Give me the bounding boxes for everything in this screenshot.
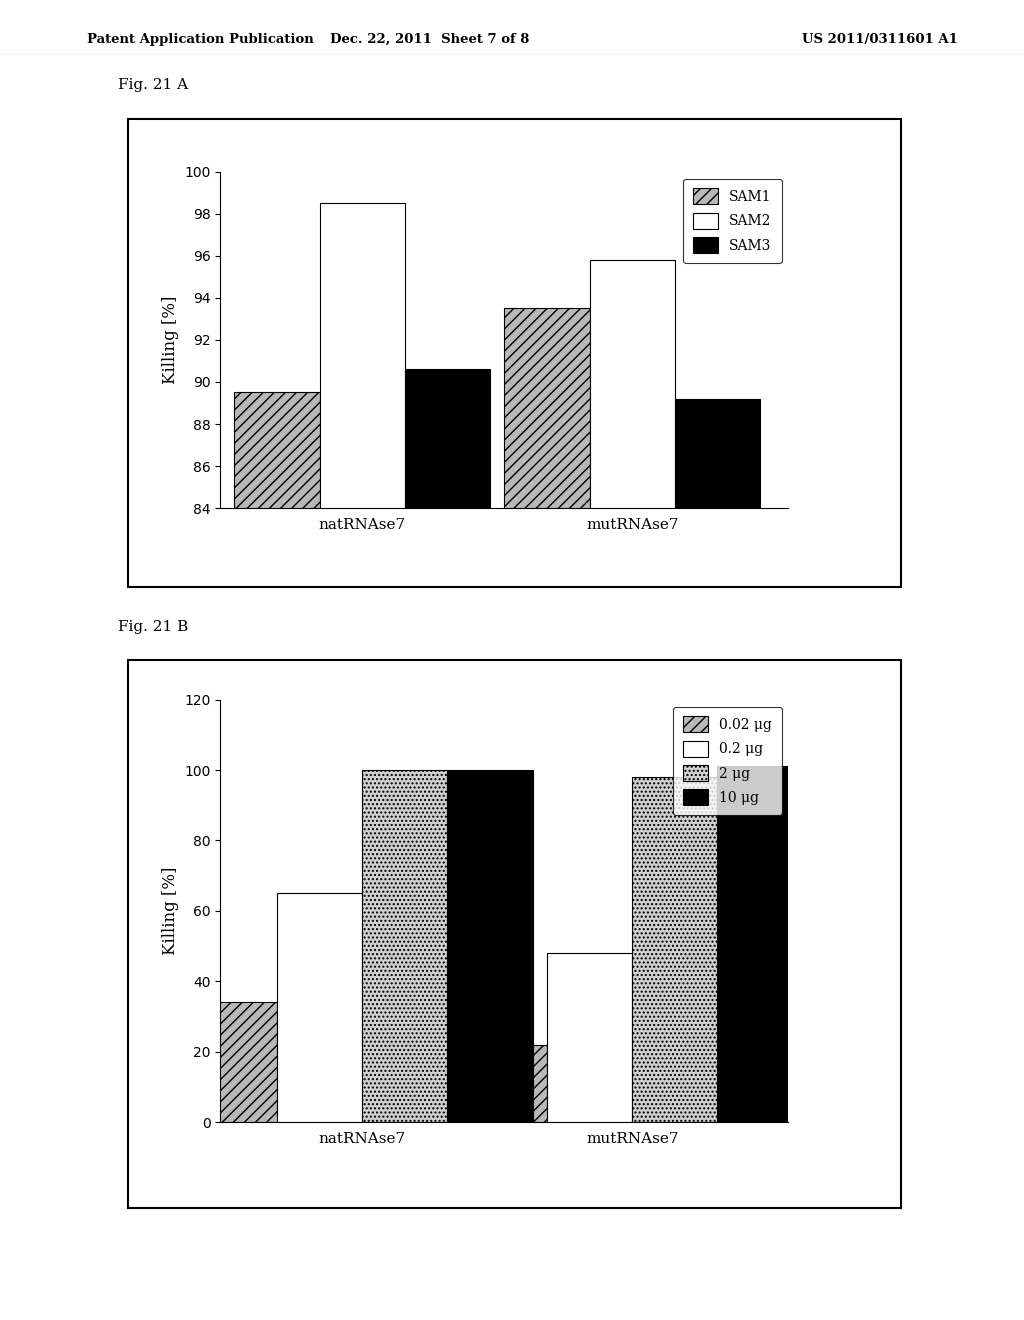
Bar <box>675 399 760 1320</box>
Bar <box>718 767 803 1122</box>
Text: Fig. 21 B: Fig. 21 B <box>118 619 188 634</box>
Text: Dec. 22, 2011  Sheet 7 of 8: Dec. 22, 2011 Sheet 7 of 8 <box>331 33 529 46</box>
Y-axis label: Killing [%]: Killing [%] <box>162 867 178 954</box>
Bar <box>632 777 718 1122</box>
Bar <box>462 1044 547 1122</box>
Bar <box>319 203 404 1320</box>
Bar <box>362 770 447 1122</box>
Bar <box>191 1002 276 1122</box>
Bar <box>447 770 532 1122</box>
Text: Patent Application Publication: Patent Application Publication <box>87 33 313 46</box>
Text: US 2011/0311601 A1: US 2011/0311601 A1 <box>802 33 957 46</box>
Legend: 0.02 μg, 0.2 μg, 2 μg, 10 μg: 0.02 μg, 0.2 μg, 2 μg, 10 μg <box>673 706 781 816</box>
Bar <box>590 260 675 1320</box>
Text: Fig. 21 A: Fig. 21 A <box>118 78 187 92</box>
Bar <box>404 370 490 1320</box>
Bar <box>547 953 632 1122</box>
Bar <box>504 309 590 1320</box>
Y-axis label: Killing [%]: Killing [%] <box>162 296 178 384</box>
Bar <box>276 894 362 1122</box>
Legend: SAM1, SAM2, SAM3: SAM1, SAM2, SAM3 <box>683 178 781 263</box>
Bar <box>234 392 319 1320</box>
